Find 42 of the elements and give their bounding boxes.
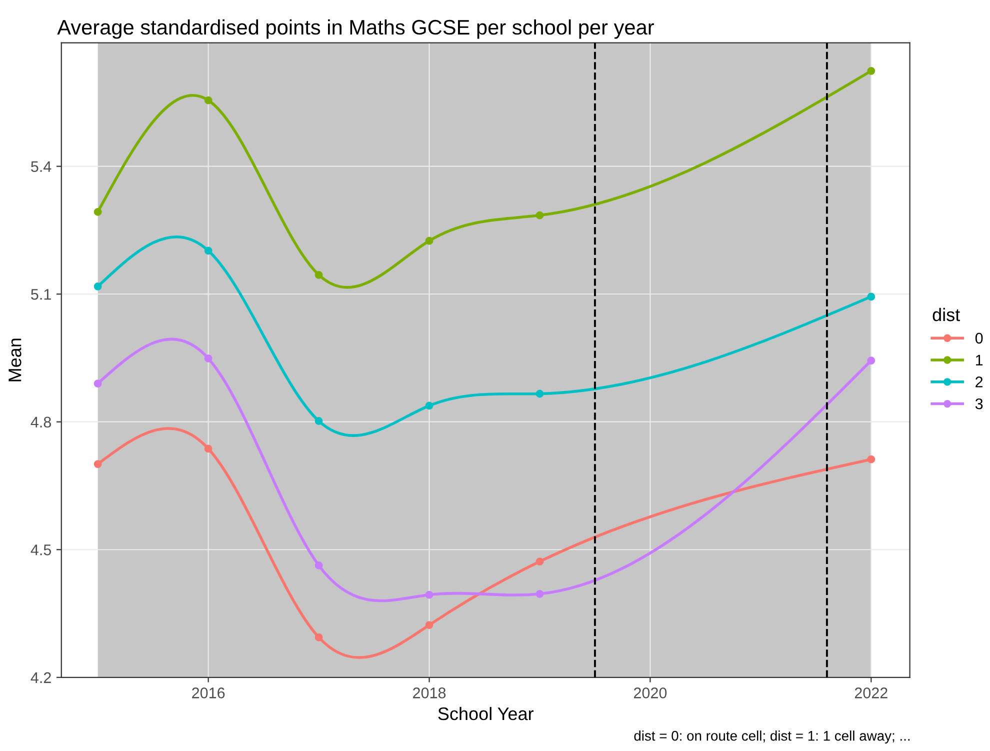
y-axis-title: Mean <box>8 338 22 382</box>
point <box>425 402 434 410</box>
point <box>536 211 544 220</box>
x-tick-label: 2022 <box>854 688 888 698</box>
y-tick-label: 4.8 <box>30 416 51 428</box>
legend-label: 0 <box>975 332 983 344</box>
point <box>204 444 212 453</box>
chart-title: Average standardised points in Maths GCSE per school per year <box>57 19 654 39</box>
point <box>867 356 876 364</box>
point <box>536 558 544 566</box>
point <box>314 561 323 570</box>
point <box>536 590 544 598</box>
x-tick-label: 2018 <box>413 688 446 698</box>
y-tick-label: 4.2 <box>30 672 51 683</box>
legend-title: dist <box>932 308 960 322</box>
point <box>94 282 102 290</box>
legend-label: 3 <box>975 398 983 410</box>
point <box>425 590 434 599</box>
point <box>867 292 876 301</box>
point <box>314 270 323 279</box>
point <box>204 96 212 104</box>
y-tick-label: 4.5 <box>30 544 52 556</box>
y-tick-label: 5.4 <box>31 161 52 172</box>
point <box>94 460 102 468</box>
point <box>314 633 323 642</box>
point <box>536 390 544 398</box>
legend-label: 1 <box>976 354 983 366</box>
point <box>425 236 434 245</box>
legend-label: 2 <box>976 376 983 388</box>
x-axis-title: School Year <box>438 706 534 720</box>
point <box>204 246 212 255</box>
point <box>867 455 876 464</box>
point <box>425 621 434 629</box>
text: dist = 0: on route cell; dist = 1: 1 cell away; ... <box>634 730 910 744</box>
point <box>314 417 323 425</box>
point <box>867 66 876 75</box>
x-tick-label: 2020 <box>634 688 667 698</box>
x-tick-label: 2016 <box>192 688 225 698</box>
point <box>94 380 102 388</box>
point <box>94 208 102 216</box>
point <box>204 354 212 362</box>
y-tick-label: 5.1 <box>31 289 51 300</box>
